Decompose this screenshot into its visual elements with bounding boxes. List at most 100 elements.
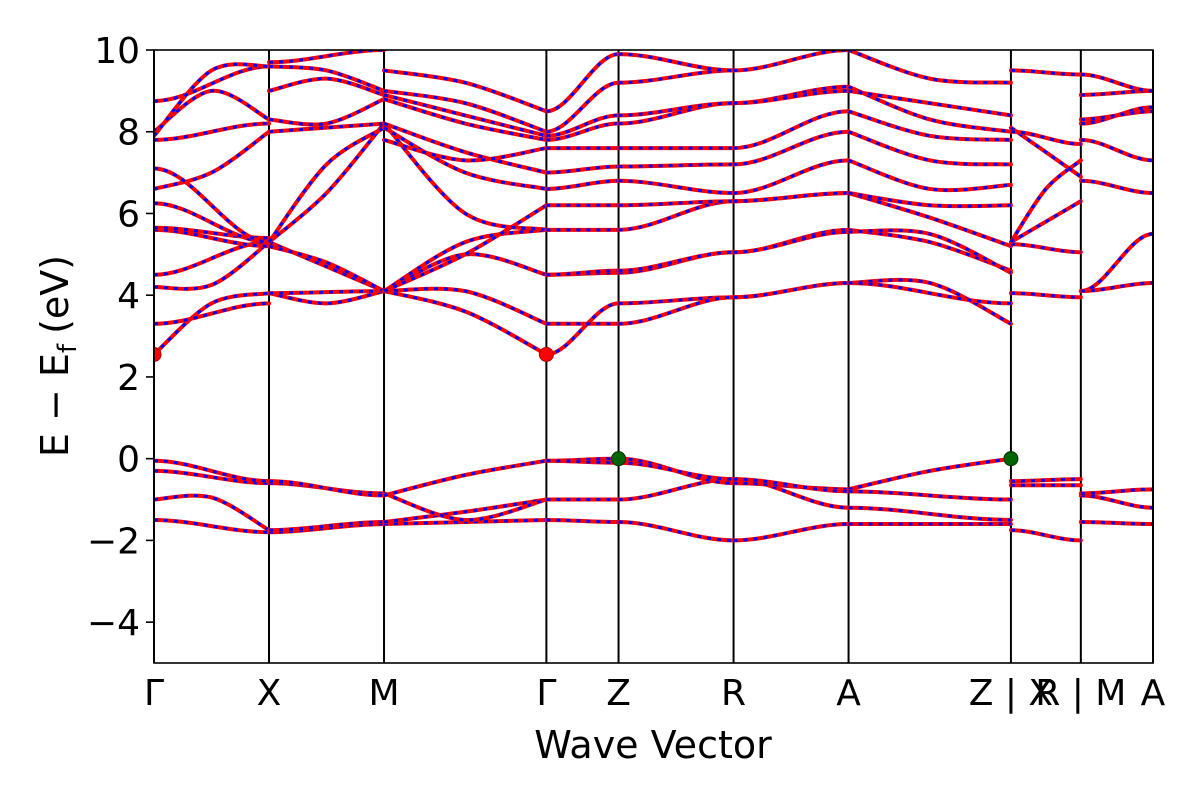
band-curve-spin-down [733, 281, 849, 299]
band-curve-spin-down [618, 101, 734, 126]
band-curve-spin-up [616, 162, 736, 169]
y-tick-label: −2 [87, 521, 140, 562]
band-curve-spin-up [154, 129, 272, 191]
band-curve-spin-up [544, 458, 621, 465]
band-curve-spin-down [848, 228, 1012, 275]
y-tick-label: 8 [117, 113, 140, 154]
band-curve-spin-down [618, 295, 734, 326]
band-curve-spin-down [154, 301, 270, 326]
band-curve-spin-up [1078, 137, 1153, 163]
vbm-marker [1003, 451, 1019, 467]
band-curve-spin-down [154, 64, 270, 103]
band-curve-spin-down [268, 64, 385, 93]
band-curve-spin-down [154, 240, 270, 277]
band-curve-spin-up [382, 97, 549, 142]
band-curve-spin-down [618, 101, 734, 117]
band-curve-spin-down [383, 518, 547, 526]
plot-frame [153, 49, 1154, 664]
y-tick-label: −4 [87, 603, 140, 644]
band-curve-spin-down [383, 204, 548, 293]
band-curve-spin-up [731, 50, 851, 73]
band-curve-spin-down [1010, 68, 1081, 77]
band-curve-spin-down [848, 158, 1012, 192]
band-curve-spin-down [269, 479, 385, 497]
band-curve-spin-up [1078, 493, 1153, 510]
band-curve-spin-down [618, 477, 734, 502]
band-curve-spin-up [544, 113, 621, 138]
band-curve-spin-down [848, 281, 1011, 305]
band-curve-spin-down [1010, 477, 1081, 483]
band-curve-spin-up [544, 52, 621, 114]
y-axis-title-unit: (eV) [33, 255, 77, 334]
band-curve-spin-up [382, 286, 549, 326]
x-tick-label: Z | X [969, 673, 1053, 714]
band-curve-spin-up [846, 50, 1013, 85]
band-curve-spin-down [384, 287, 547, 326]
band-curve-spin-up [267, 50, 387, 65]
band-curve-spin-down [154, 62, 270, 137]
x-tick-label: Γ [536, 673, 556, 714]
band-curve-spin-down [618, 199, 734, 207]
band-curve-spin-up [616, 520, 736, 543]
band-curve-spin-up [267, 479, 387, 498]
band-curve-spin-down [733, 50, 849, 72]
band-curve-spin-down [383, 498, 547, 524]
band-curve-spin-down [383, 89, 547, 134]
band-curve-spin-down [618, 250, 734, 273]
band-curve-spin-down [154, 167, 270, 244]
band-curve-spin-up [616, 460, 736, 482]
band-curve-spin-down [1010, 242, 1081, 254]
band-curve-spin-down [383, 93, 547, 138]
band-curve-spin-down [268, 122, 386, 244]
band-curve-spin-up [382, 289, 549, 357]
band-edge-markers [154, 346, 1019, 467]
band-curve-spin-up [267, 97, 387, 127]
band-curve-spin-up [544, 121, 621, 142]
y-tick-label: 2 [117, 358, 140, 399]
cbm-marker [538, 346, 554, 362]
y-tick-label: 4 [117, 276, 140, 317]
band-curve-spin-down [848, 228, 1012, 273]
band-curve-spin-up [1008, 129, 1083, 146]
y-tick-label: 6 [117, 194, 140, 235]
band-curve-spin-up [731, 229, 851, 255]
band-curve-spin-up [544, 301, 621, 357]
band-curve-spin-up [1078, 72, 1153, 93]
band-curve-spin-down [733, 230, 849, 254]
band-curve-spin-up [846, 109, 1013, 142]
band-curve-spin-down [268, 77, 385, 97]
band-curve-spin-down [154, 89, 270, 133]
band-curve-spin-down [268, 289, 385, 305]
band-curve-spin-up [544, 164, 621, 175]
band-curve-spin-down [1010, 291, 1081, 299]
band-curve-spin-up [616, 250, 736, 273]
y-axis-title-subscript: f [53, 343, 83, 353]
band-curve-spin-down [154, 459, 270, 483]
band-curve-spin-down [733, 158, 849, 195]
cbm-marker [154, 346, 162, 362]
band-curve-spin-down [269, 520, 385, 532]
band-curve-spin-up [846, 129, 1013, 167]
band-curve-spin-down [383, 491, 547, 522]
band-curve-spin-up [846, 191, 1013, 249]
y-axis-ticks: −4 −2 0 2 4 6 8 10 [87, 31, 154, 644]
band-curve-spin-down [268, 97, 385, 126]
band-curve-spin-down [154, 240, 270, 291]
band-curve-spin-up [1078, 487, 1153, 496]
band-curve-spin-down [618, 199, 734, 232]
x-tick-label: R [721, 673, 746, 714]
x-tick-label: A [1141, 673, 1166, 714]
band-curve-spin-up [616, 178, 736, 196]
band-curve-spin-up [267, 76, 387, 97]
band-curve-spin-down [848, 278, 1012, 326]
band-curve-spin-down [848, 191, 1011, 208]
band-curve-spin-down [848, 506, 1011, 522]
band-curve-spin-down [618, 179, 734, 195]
y-tick-label: 0 [117, 440, 140, 481]
band-curve-spin-down [1010, 199, 1082, 244]
band-curve-spin-up [154, 240, 272, 291]
band-curve-spin-down [383, 228, 547, 293]
band-curve-spin-down [848, 457, 1012, 491]
band-curve-spin-down [618, 52, 734, 72]
